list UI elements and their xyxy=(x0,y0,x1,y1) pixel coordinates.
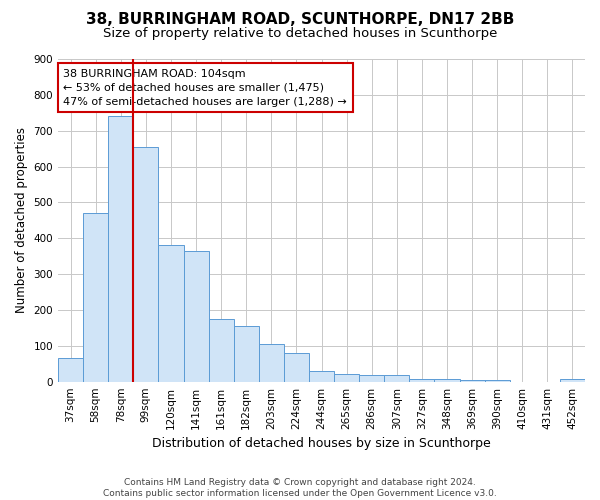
Bar xyxy=(58,358,83,382)
Bar xyxy=(259,344,284,382)
Bar xyxy=(158,246,184,382)
Bar xyxy=(560,379,585,382)
Bar xyxy=(184,251,209,382)
Bar xyxy=(460,380,485,382)
Bar xyxy=(108,116,133,382)
Bar xyxy=(334,374,359,382)
Bar xyxy=(359,374,384,382)
Bar xyxy=(209,319,233,382)
Text: Contains HM Land Registry data © Crown copyright and database right 2024.
Contai: Contains HM Land Registry data © Crown c… xyxy=(103,478,497,498)
Text: 38, BURRINGHAM ROAD, SCUNTHORPE, DN17 2BB: 38, BURRINGHAM ROAD, SCUNTHORPE, DN17 2B… xyxy=(86,12,514,28)
Y-axis label: Number of detached properties: Number of detached properties xyxy=(15,128,28,314)
Bar xyxy=(485,380,510,382)
Bar xyxy=(384,374,409,382)
Bar xyxy=(434,379,460,382)
Bar xyxy=(133,147,158,382)
Bar xyxy=(309,371,334,382)
Text: 38 BURRINGHAM ROAD: 104sqm
← 53% of detached houses are smaller (1,475)
47% of s: 38 BURRINGHAM ROAD: 104sqm ← 53% of deta… xyxy=(64,68,347,106)
Bar xyxy=(409,379,434,382)
X-axis label: Distribution of detached houses by size in Scunthorpe: Distribution of detached houses by size … xyxy=(152,437,491,450)
Bar xyxy=(233,326,259,382)
Bar xyxy=(83,213,108,382)
Bar xyxy=(284,353,309,382)
Text: Size of property relative to detached houses in Scunthorpe: Size of property relative to detached ho… xyxy=(103,28,497,40)
